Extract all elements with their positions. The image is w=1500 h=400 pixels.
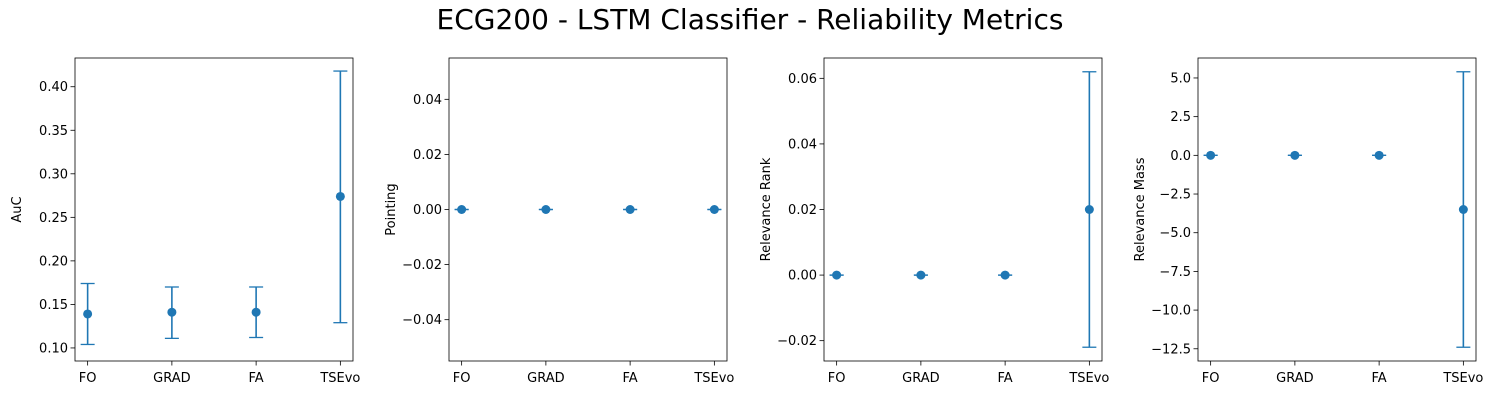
y-tick-label: 0.00 — [413, 203, 442, 218]
axes-frame — [448, 57, 728, 362]
y-tick-label: 5.0 — [1170, 71, 1191, 86]
y-tick-label: 0.02 — [788, 203, 817, 218]
y-tick-label: 0.20 — [39, 254, 68, 269]
data-point — [251, 307, 261, 317]
x-tick-label: FA — [249, 371, 264, 386]
y-tick-label: 0.10 — [39, 341, 68, 356]
y-tick-label: −0.04 — [402, 313, 442, 328]
y-tick-label: −7.5 — [1159, 265, 1191, 280]
y-tick-label: −2.5 — [1159, 188, 1191, 203]
y-tick-label: 0.35 — [39, 124, 68, 139]
y-axis-label: Relevance Rank — [759, 157, 774, 261]
y-axis-label: Pointing — [384, 183, 399, 235]
subplot-auc: 0.10 0.15 0.20 0.25 0.30 0.35 0.40 FO GRAD FA TSEv… — [10, 57, 360, 386]
y-tick-label: 0.0 — [1170, 149, 1191, 164]
y-tick-label: −12.5 — [1151, 342, 1191, 357]
y-tick-label: 0.06 — [788, 72, 817, 87]
y-tick-label: 0.25 — [39, 211, 68, 226]
x-tick-label: TSEvo — [1442, 371, 1483, 386]
data-point — [167, 307, 177, 317]
data-point — [832, 270, 842, 280]
x-tick-label: TSEvo — [1068, 371, 1109, 386]
y-tick-label: 0.15 — [39, 298, 68, 313]
data-point — [916, 270, 926, 280]
data-point — [1458, 205, 1468, 214]
figure-title: ECG200 - LSTM Classifier - Reliability M… — [436, 3, 1064, 36]
y-tick-label: −10.0 — [1151, 304, 1191, 319]
y-tick-label: −0.02 — [777, 334, 817, 349]
x-tick-label: FA — [1372, 371, 1387, 386]
data-point — [457, 205, 467, 214]
y-axis-label: Relevance Mass — [1133, 157, 1148, 261]
data-point — [83, 309, 93, 319]
y-tick-label: 0.02 — [413, 148, 442, 163]
subplot-relevance-mass: −12.5 −10.0 −7.5 −5.0 −2.5 0.0 2.5 5.0 FO GRAD FA T… — [1133, 57, 1483, 386]
y-tick-label: −5.0 — [1159, 226, 1191, 241]
x-tick-label: TSEvo — [693, 371, 734, 386]
y-tick-label: −0.02 — [402, 258, 442, 273]
x-tick-label: FO — [453, 371, 471, 386]
x-tick-label: FA — [998, 371, 1013, 386]
y-tick-label: 2.5 — [1170, 110, 1191, 125]
x-tick-label: FO — [79, 371, 97, 386]
data-point — [541, 205, 551, 214]
data-point — [1000, 270, 1010, 280]
data-point — [709, 205, 719, 214]
subplot-relevance-rank: −0.02 0.00 0.02 0.04 0.06 FO GRAD FA TSEvo Releva… — [759, 57, 1109, 386]
data-point — [1084, 205, 1094, 214]
x-tick-label: GRAD — [527, 371, 564, 386]
data-point — [1290, 150, 1300, 160]
axes-frame — [74, 57, 354, 362]
x-tick-label: TSEvo — [319, 371, 360, 386]
subplot-pointing: −0.04 −0.02 0.00 0.02 0.04 FO GRAD FA TSEvo Point… — [384, 57, 734, 386]
x-tick-label: GRAD — [1276, 371, 1313, 386]
y-tick-label: 0.00 — [788, 269, 817, 284]
data-point — [1206, 150, 1216, 160]
x-tick-label: GRAD — [902, 371, 939, 386]
y-tick-label: 0.04 — [413, 93, 442, 108]
x-tick-label: FO — [1202, 371, 1220, 386]
data-point — [335, 191, 345, 201]
y-axis-label: AuC — [10, 196, 25, 222]
axes-frame — [823, 57, 1103, 362]
axes-frame — [1197, 57, 1477, 362]
y-tick-label: 0.40 — [39, 80, 68, 95]
x-tick-label: FA — [623, 371, 638, 386]
data-point — [1374, 150, 1384, 160]
data-point — [625, 205, 635, 214]
y-tick-label: 0.30 — [39, 167, 68, 182]
x-tick-label: FO — [828, 371, 846, 386]
y-tick-label: 0.04 — [788, 137, 817, 152]
x-tick-label: GRAD — [153, 371, 190, 386]
